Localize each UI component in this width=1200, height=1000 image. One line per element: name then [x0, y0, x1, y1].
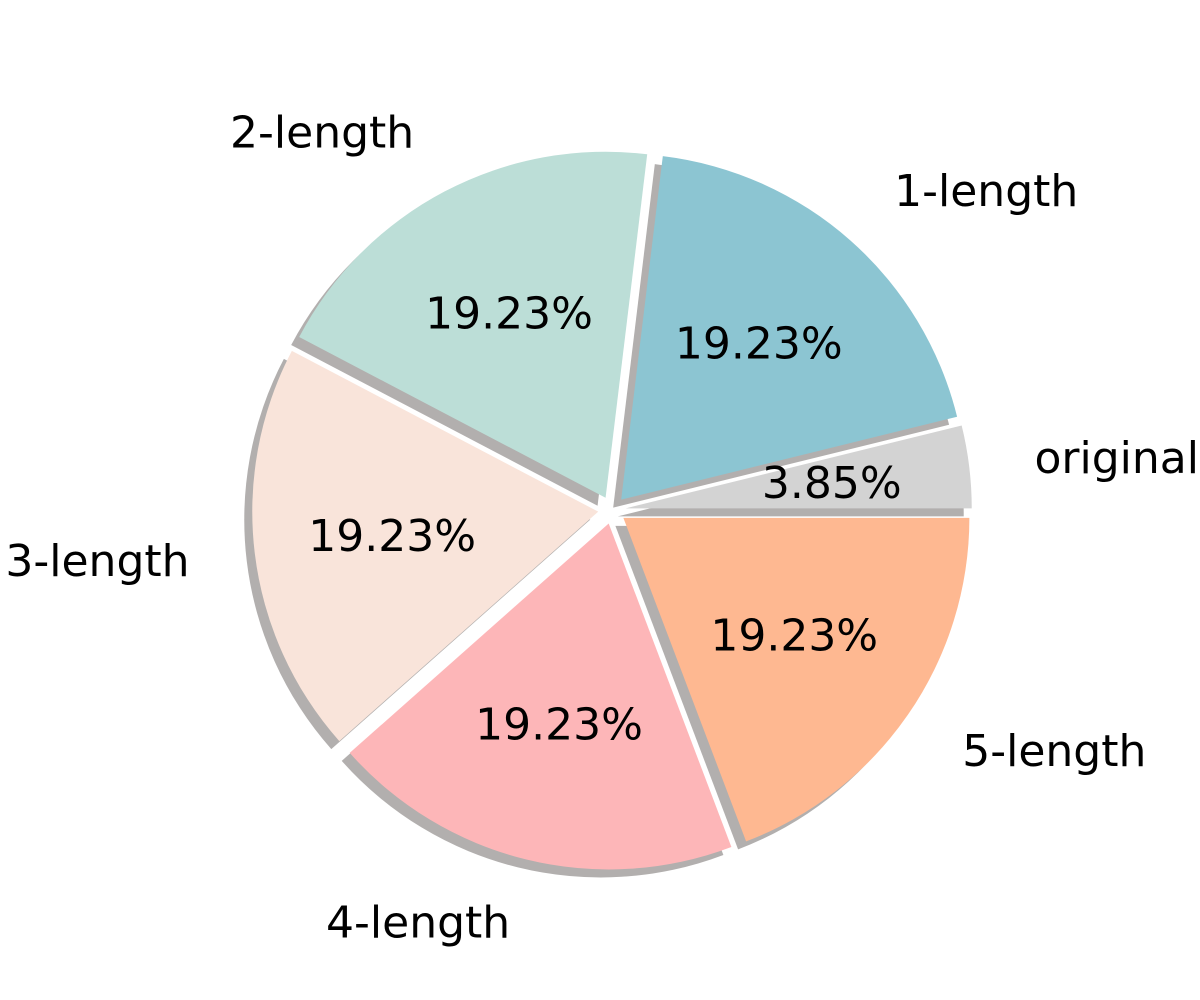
- slice-original: [625, 425, 972, 509]
- pct-label-2-length: 19.23%: [425, 288, 593, 339]
- slice-2-length: [299, 151, 648, 498]
- slice-4-length: [349, 523, 732, 870]
- slice-labels: original 1-length 2-length 3-length 4-length…: [5, 108, 1199, 949]
- slice-label-5-length: 5-length: [962, 726, 1146, 777]
- slice-label-3-length: 3-length: [5, 536, 189, 587]
- slice-3-length: [252, 350, 599, 742]
- pct-label-3-length: 19.23%: [308, 511, 476, 562]
- slice-wedges: [252, 151, 972, 870]
- slice-label-4-length: 4-length: [326, 898, 510, 949]
- pct-label-5-length: 19.23%: [710, 610, 878, 661]
- pct-label-4-length: 19.23%: [475, 700, 643, 751]
- slice-5-length: [623, 517, 970, 842]
- slice-label-2-length: 2-length: [230, 108, 414, 159]
- slice-1-length: [621, 156, 958, 500]
- slice-label-original: original: [1034, 433, 1198, 484]
- pct-label-1-length: 19.23%: [675, 319, 843, 370]
- pct-label-original: 3.85%: [762, 458, 902, 509]
- slice-label-1-length: 1-length: [894, 166, 1078, 217]
- percent-labels: 3.85% 19.23% 19.23% 19.23% 19.23% 19.23%: [308, 288, 901, 750]
